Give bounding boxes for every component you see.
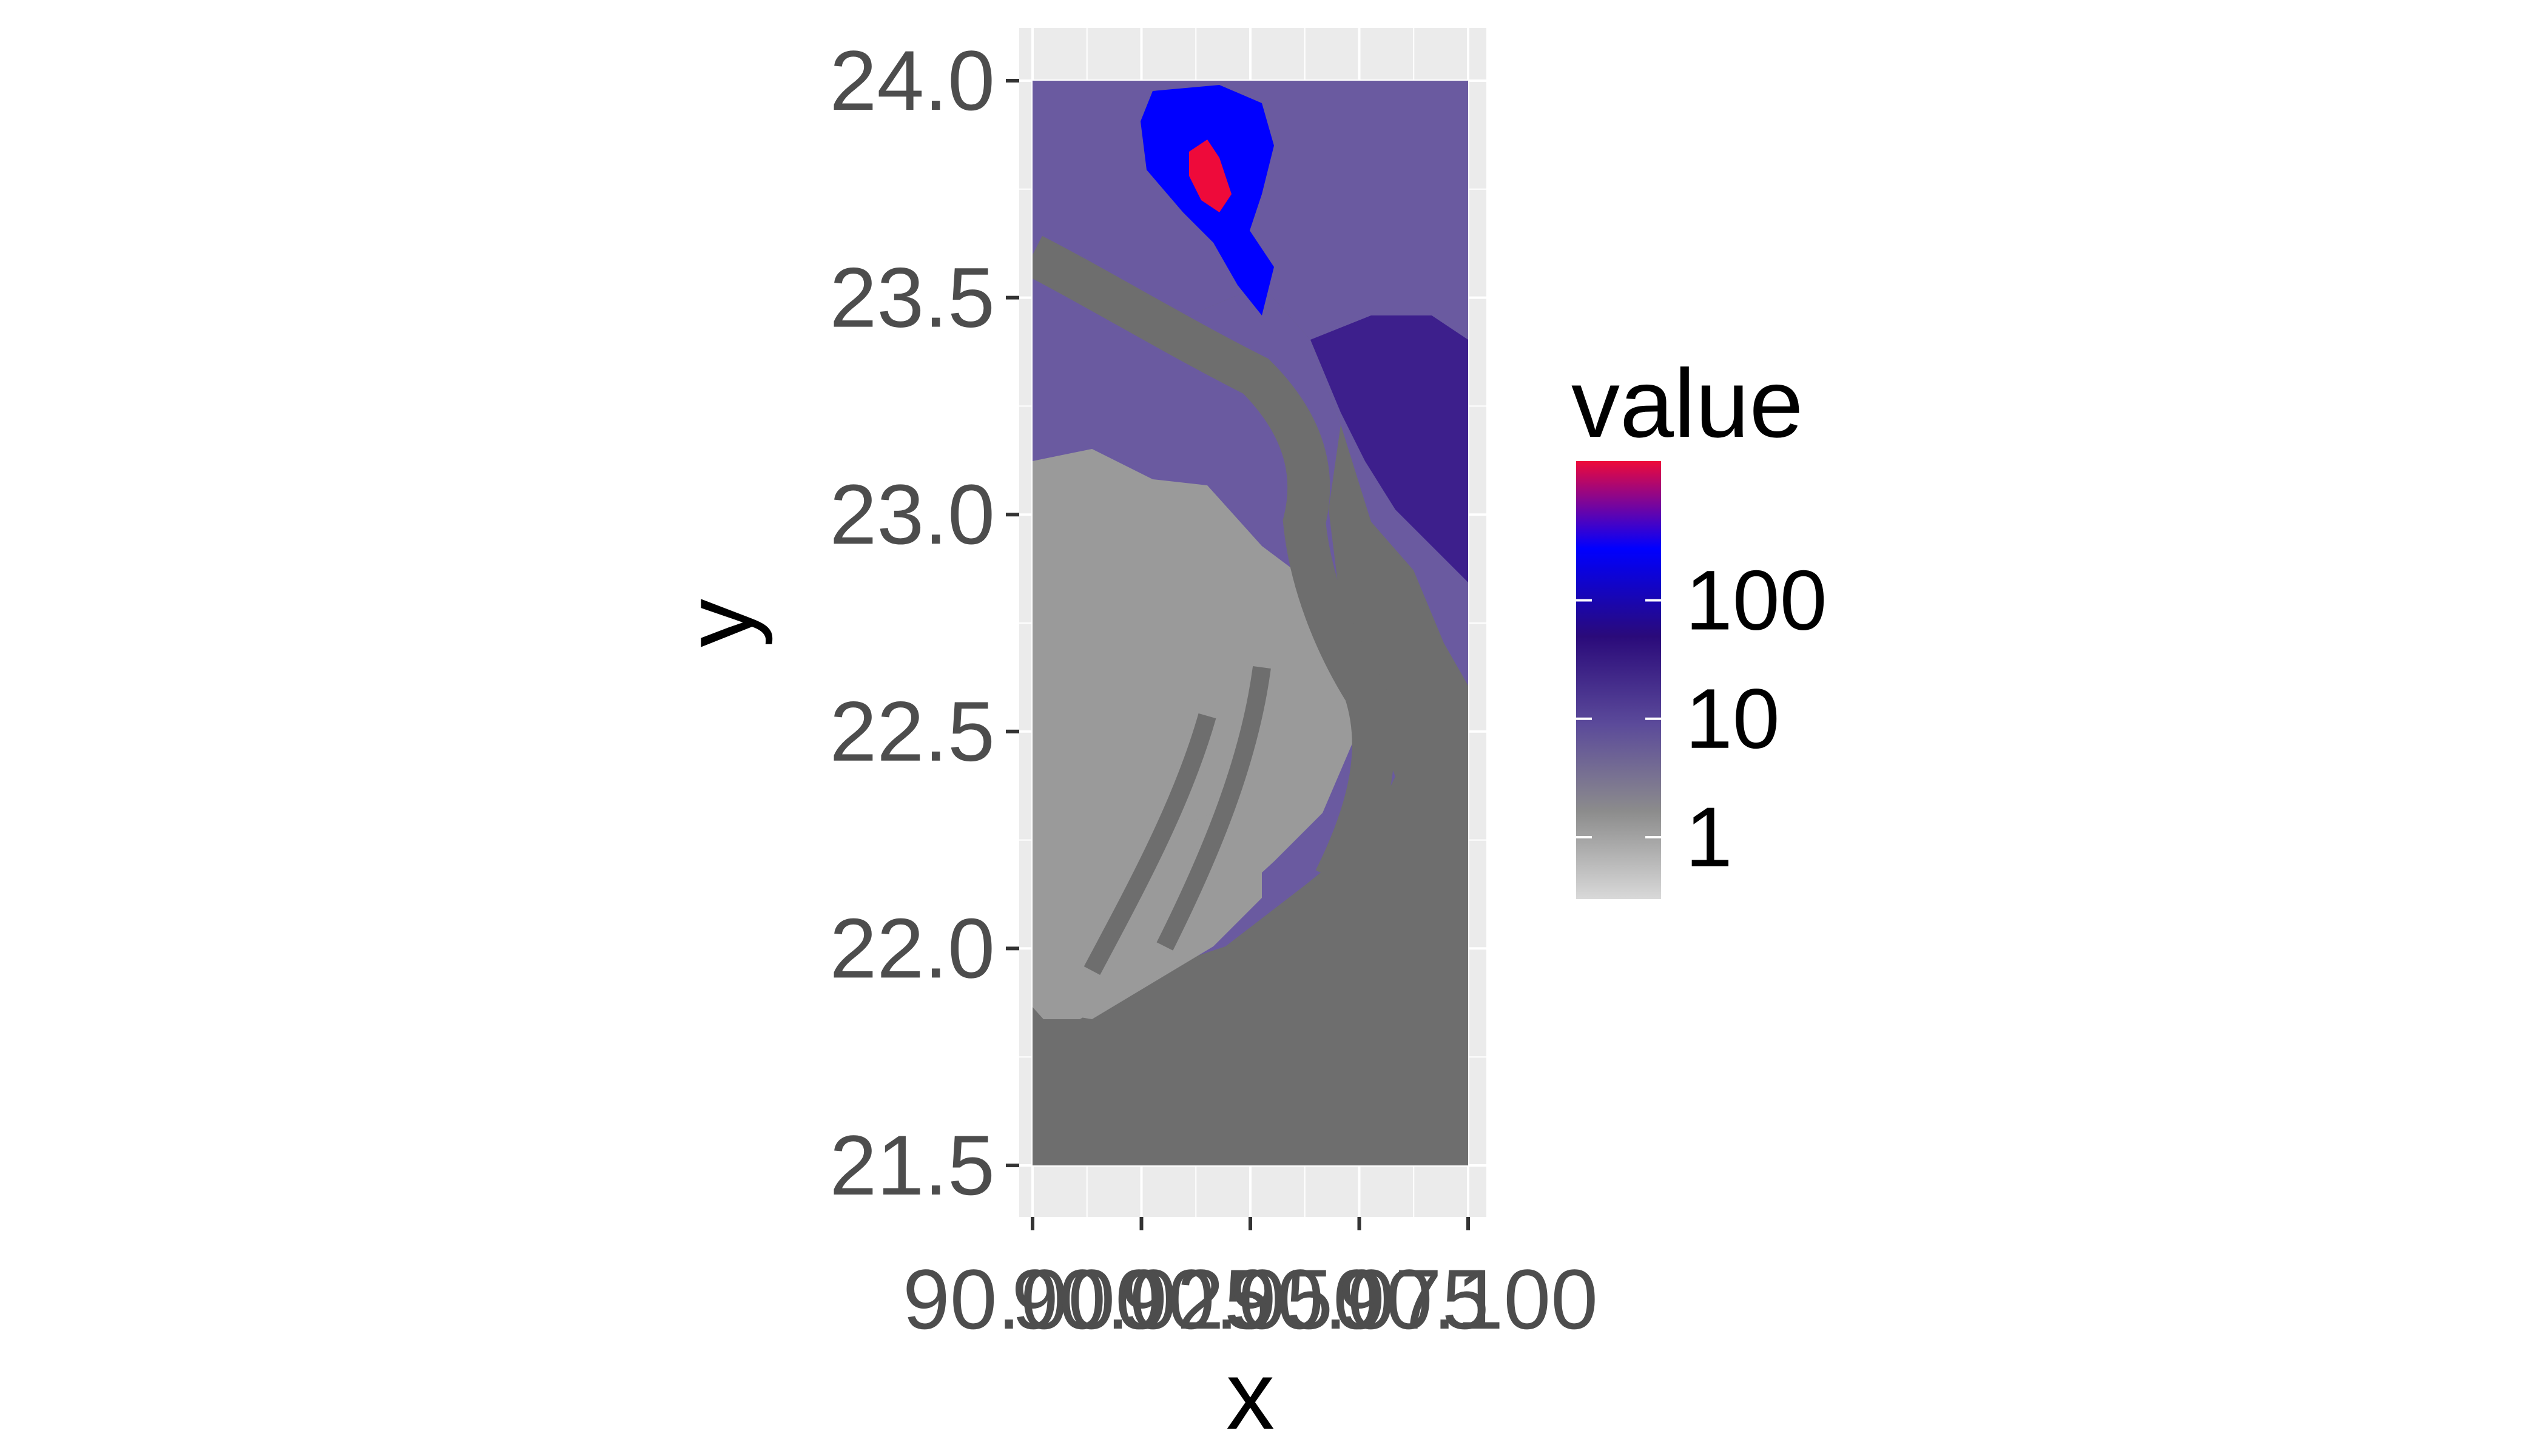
raster-map [1033,81,1468,1165]
x-axis-title: x [1226,1341,1275,1449]
y-tick-label: 22.5 [830,684,995,779]
raster-land-north [1033,81,1468,686]
y-tick-label: 21.5 [830,1117,995,1213]
y-tick-label: 24.0 [830,33,995,128]
legend-label: 100 [1685,553,1827,648]
raster-highland-east [1310,315,1468,582]
x-tick-label: 90.050 [1121,1252,1380,1347]
x-tick-label: 90.025 [1011,1252,1271,1347]
legend-ticks: 1 10 100 [1576,553,1827,885]
legend-title: value [1571,349,1804,457]
legend-colorbar [1576,461,1661,899]
y-axis-title: y [664,599,773,647]
raster-river-branch [1084,666,1271,976]
legend-label: 1 [1685,789,1733,885]
x-tick-label: 90.075 [1229,1252,1489,1347]
raster-peak [1189,140,1232,212]
y-tick-label: 22.0 [830,900,995,996]
y-axis: 21.5 22.0 22.5 23.0 23.5 24.0 [830,33,1019,1213]
x-tick-label: 90.100 [1338,1252,1598,1347]
raster-river-main [1033,235,1395,889]
x-tick-label: 90.000 [903,1252,1162,1347]
legend-label: 10 [1685,671,1780,766]
raster-coast-water [1033,1025,1468,1165]
color-legend: value 1 10 100 [1571,349,1827,899]
y-tick-label: 23.5 [830,250,995,345]
y-tick-label: 23.0 [830,467,995,562]
